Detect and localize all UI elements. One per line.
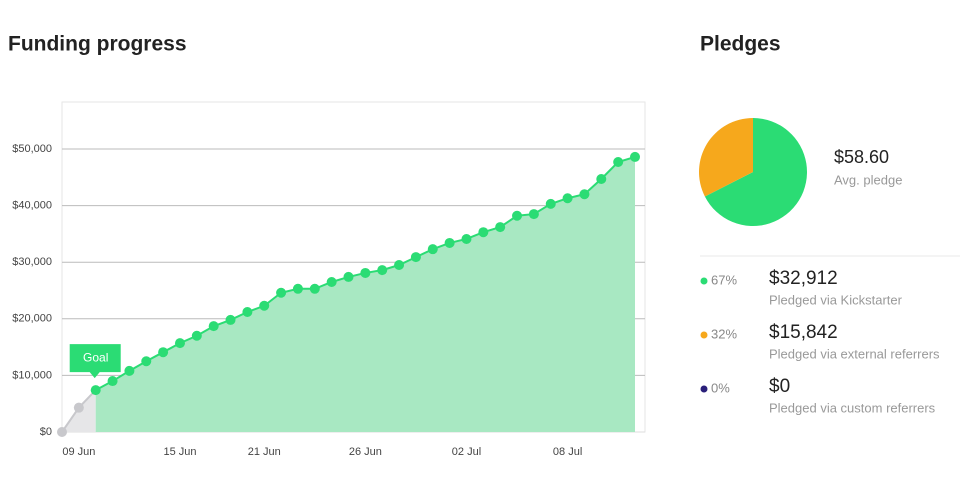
point: [174, 338, 185, 349]
point: [360, 267, 371, 278]
point: [124, 365, 135, 376]
legend-percent: 0%: [711, 380, 730, 395]
x-tick-label: 09 Jun: [62, 446, 95, 458]
legend-label: Pledged via external referrers: [769, 346, 940, 361]
legend-label: Pledged via Kickstarter: [769, 292, 903, 307]
legend-dot: [700, 277, 708, 285]
avg-label: Avg. pledge: [834, 172, 902, 187]
x-tick-label: 21 Jun: [248, 446, 281, 458]
point: [73, 402, 84, 413]
y-tick-label: $20,000: [12, 313, 52, 325]
point: [461, 233, 472, 244]
point: [444, 237, 455, 248]
y-tick-label: $50,000: [12, 143, 52, 155]
point: [141, 356, 152, 367]
legend-percent: 32%: [711, 326, 737, 341]
point: [528, 209, 539, 220]
legend-amount: $15,842: [769, 322, 838, 343]
point: [242, 307, 253, 317]
point: [545, 198, 556, 209]
x-tick-label: 26 Jun: [349, 446, 382, 458]
y-tick-label: $30,000: [12, 256, 52, 268]
point: [630, 151, 640, 162]
chart-title: Funding progress: [8, 33, 187, 56]
y-tick-label: $10,000: [12, 369, 52, 381]
point: [208, 321, 219, 332]
legend-percent: 67%: [711, 272, 737, 287]
x-tick-label: 02 Jul: [452, 446, 481, 458]
legend-amount: $32,912: [769, 268, 838, 289]
point: [225, 314, 236, 325]
point: [512, 210, 523, 221]
point: [326, 277, 337, 287]
point: [579, 189, 590, 200]
y-tick-label: $0: [40, 426, 52, 438]
goal-label: Goal: [83, 350, 108, 364]
point: [292, 283, 303, 294]
legend-amount: $0: [769, 376, 790, 397]
x-tick-label: 08 Jul: [553, 446, 582, 458]
avg-value: $58.60: [834, 147, 889, 167]
legend-label: Pledged via custom referrers: [769, 400, 936, 415]
y-tick-label: $40,000: [12, 199, 52, 211]
point: [158, 347, 169, 358]
point: [259, 300, 270, 311]
goal-tooltip: [69, 344, 121, 379]
point: [562, 193, 573, 204]
point: [478, 227, 489, 238]
point: [394, 260, 405, 271]
point: [107, 376, 118, 387]
x-tick-label: 15 Jun: [163, 446, 196, 458]
legend-dot: [700, 385, 708, 393]
point: [276, 287, 287, 298]
point: [90, 385, 101, 396]
point: [410, 252, 421, 263]
point: [343, 271, 354, 282]
pie-slice: [704, 118, 808, 226]
pie-title: Pledges: [700, 33, 781, 56]
point: [309, 283, 320, 294]
point: [57, 427, 67, 437]
point: [495, 222, 506, 233]
point: [377, 265, 388, 276]
pie-slice: [699, 118, 753, 197]
point: [613, 157, 624, 167]
legend-dot: [700, 331, 708, 339]
area: [95, 156, 636, 433]
point: [596, 173, 607, 184]
point: [427, 244, 438, 255]
point: [191, 330, 202, 341]
